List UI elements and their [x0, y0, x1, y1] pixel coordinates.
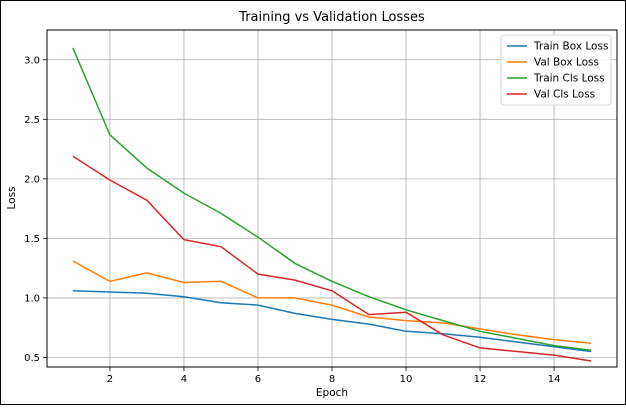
x-tick-label: 14: [548, 374, 561, 385]
val-box-loss-line: [72, 260, 592, 344]
y-tick-label: 1.5: [24, 234, 40, 245]
y-tick-label: 2.0: [24, 174, 40, 185]
legend-box: [500, 34, 612, 106]
legend-label-val-cls-loss: Val Cls Loss: [534, 89, 595, 101]
train-box-loss-line: [72, 290, 592, 353]
x-tick-label: 12: [474, 374, 487, 385]
train-cls-loss-line: [72, 47, 592, 352]
x-tick-label: 8: [329, 374, 335, 385]
legend: Train Box Loss Val Box Loss Train Cls Loss…: [500, 34, 612, 106]
x-tick-label: 4: [181, 374, 187, 385]
x-axis-label: Epoch: [316, 387, 348, 399]
chart-title: Training vs Validation Losses: [238, 10, 425, 25]
y-axis-label: Loss: [6, 186, 18, 209]
x-axis-ticks: 2 4 6 8 10 12 14: [107, 367, 561, 385]
y-tick-label: 0.5: [24, 353, 40, 364]
y-tick-label: 1.0: [24, 293, 40, 304]
x-tick-label: 6: [255, 374, 261, 385]
y-tick-label: 2.5: [24, 115, 40, 126]
y-tick-label: 3.0: [24, 55, 40, 66]
legend-label-train-box-loss: Train Box Loss: [533, 41, 608, 53]
val-cls-loss-line: [72, 155, 592, 362]
x-tick-label: 10: [400, 374, 413, 385]
legend-label-train-cls-loss: Train Cls Loss: [533, 73, 605, 85]
series-lines: [72, 47, 592, 362]
x-tick-label: 2: [107, 374, 113, 385]
y-axis-ticks: 0.5 1.0 1.5 2.0 2.5 3.0: [24, 55, 47, 364]
legend-label-val-box-loss: Val Box Loss: [534, 57, 599, 69]
